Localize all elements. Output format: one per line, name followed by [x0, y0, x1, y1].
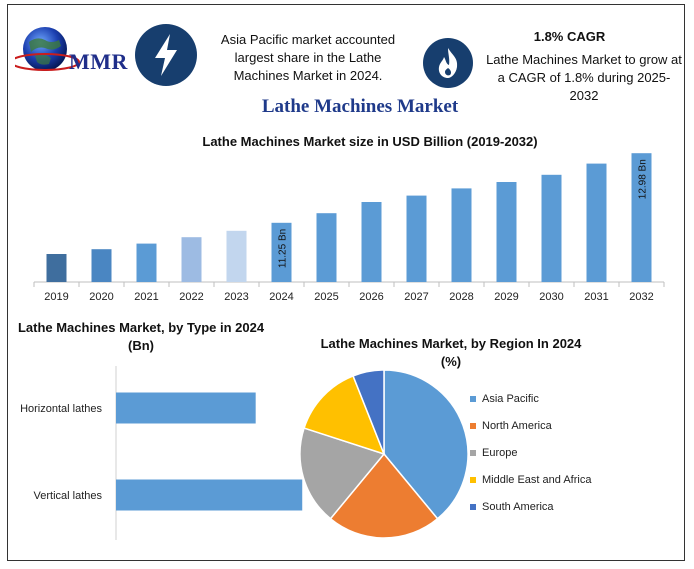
size-chart-title: Lathe Machines Market size in USD Billio…: [202, 134, 538, 149]
type-chart-title: Lathe Machines Market, by Type in 2024 (…: [17, 320, 265, 353]
type-category-label: Vertical lathes: [34, 490, 103, 502]
cagr-text: Lathe Machines Market to grow at a CAGR …: [486, 52, 682, 103]
bar-2025: [316, 213, 337, 282]
lightning-icon: [135, 24, 197, 86]
data-label-2024: 11.25 Bn: [278, 229, 289, 268]
type-category-label: Horizontal lathes: [20, 403, 102, 415]
bar-2020: [91, 249, 112, 282]
type-bar-0: [116, 392, 256, 424]
logo-text: MMR: [69, 49, 128, 74]
bar-2021: [136, 243, 157, 282]
x-tick-label: 2022: [179, 291, 203, 303]
legend-label: Asia Pacific: [482, 392, 539, 405]
legend-item: Middle East and Africa: [470, 466, 680, 493]
legend-item: South America: [470, 493, 680, 520]
x-tick-label: 2027: [404, 291, 428, 303]
globe-icon: [10, 27, 80, 71]
logo: MMR: [10, 22, 135, 82]
bar-2019: [46, 254, 67, 282]
bar-2029: [496, 182, 517, 282]
x-tick-label: 2019: [44, 291, 68, 303]
legend-item: Europe: [470, 439, 680, 466]
x-tick-label: 2032: [629, 291, 653, 303]
legend-item: Asia Pacific: [470, 385, 680, 412]
data-label-2032: 12.98 Bn: [638, 159, 649, 199]
legend-swatch: [470, 476, 476, 483]
x-tick-label: 2030: [539, 291, 563, 303]
legend-label: South America: [482, 500, 554, 513]
bar-2028: [451, 188, 472, 282]
type-bar-1: [116, 479, 303, 511]
legend-item: North America: [470, 412, 680, 439]
bar-2031: [586, 163, 607, 282]
pie-legend: Asia Pacific North America Europe Middle Ea…: [470, 385, 680, 520]
legend-swatch: [470, 449, 476, 456]
bar-2030: [541, 174, 562, 282]
flame-icon: [423, 38, 473, 88]
legend-label: North America: [482, 419, 552, 432]
bar-2032: [631, 153, 652, 282]
legend-swatch: [470, 503, 476, 510]
x-tick-label: 2021: [134, 291, 158, 303]
legend-swatch: [470, 395, 476, 402]
x-tick-label: 2024: [269, 291, 293, 303]
x-tick-label: 2023: [224, 291, 248, 303]
x-tick-label: 2020: [89, 291, 113, 303]
bar-2022: [181, 237, 202, 282]
x-tick-label: 2029: [494, 291, 518, 303]
pie-slice-4: [352, 369, 385, 455]
bar-2026: [361, 202, 382, 282]
x-tick-label: 2031: [584, 291, 608, 303]
bar-2027: [406, 195, 427, 282]
pie-slice-1: [329, 452, 439, 539]
legend-label: Europe: [482, 446, 518, 459]
x-tick-label: 2026: [359, 291, 383, 303]
legend-label: Middle East and Africa: [482, 473, 592, 486]
page-title: Lathe Machines Market: [261, 96, 459, 117]
bar-2024: [271, 222, 292, 282]
pie-slice-0: [383, 369, 469, 520]
pie-slice-2: [299, 427, 386, 520]
cagr-title: 1.8% CAGR: [533, 29, 606, 44]
legend-swatch: [470, 422, 476, 429]
x-tick-label: 2025: [314, 291, 338, 303]
region-chart-title: Lathe Machines Market, by Region In 2024…: [320, 336, 582, 369]
x-tick-label: 2028: [449, 291, 473, 303]
market-share-text: Asia Pacific market accounted largest sh…: [220, 32, 396, 83]
bar-2023: [226, 230, 247, 282]
pie-slice-3: [303, 374, 386, 456]
